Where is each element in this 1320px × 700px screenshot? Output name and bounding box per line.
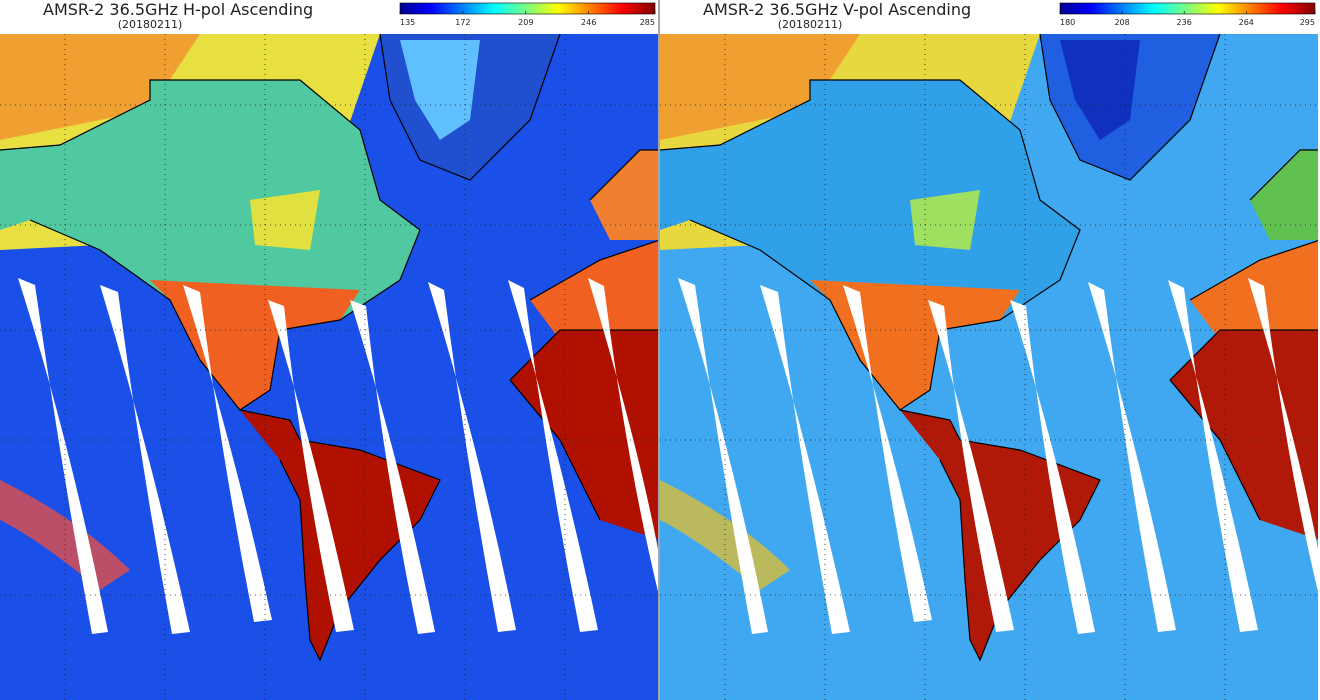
panel-date: (20180211) — [118, 18, 183, 31]
colorbar-label: 208 — [1114, 18, 1129, 27]
panel: AMSR-2 36.5GHz V-pol Ascending (20180211… — [660, 0, 1318, 700]
colorbar-label: 135 — [400, 18, 415, 27]
panel-title: AMSR-2 36.5GHz V-pol Ascending — [703, 0, 971, 19]
colorbar-label: 180 — [1060, 18, 1075, 27]
colorbar — [1059, 2, 1316, 15]
colorbar-label: 295 — [1300, 18, 1315, 27]
colorbar-label: 246 — [581, 18, 596, 27]
panel: AMSR-2 36.5GHz H-pol Ascending (20180211… — [0, 0, 658, 700]
panel-date: (20180211) — [778, 18, 843, 31]
colorbar-label: 236 — [1177, 18, 1192, 27]
colorbar-label: 209 — [518, 18, 533, 27]
panel-title: AMSR-2 36.5GHz H-pol Ascending — [43, 0, 313, 19]
colorbar-label: 264 — [1239, 18, 1254, 27]
map-image — [0, 34, 658, 700]
colorbar-label: 172 — [455, 18, 470, 27]
colorbar — [399, 2, 656, 15]
colorbar-label: 285 — [640, 18, 655, 27]
map-image — [660, 34, 1318, 700]
